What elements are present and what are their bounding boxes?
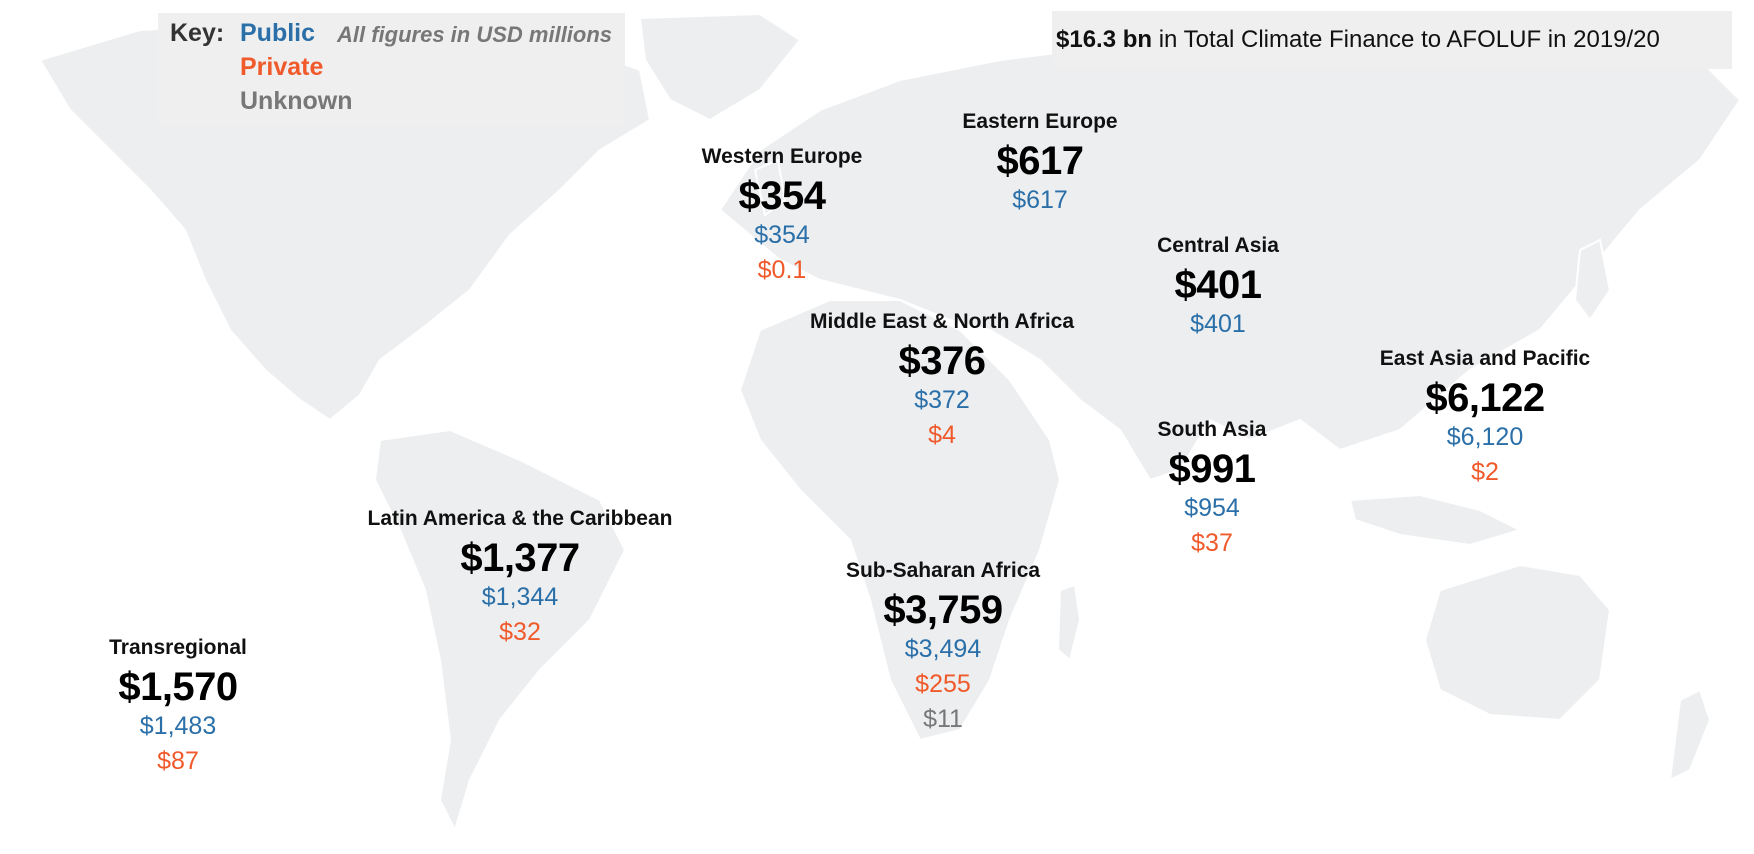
region-central-asia: Central Asia $401 $401	[1157, 229, 1279, 342]
australia-landmass	[1423, 563, 1612, 722]
legend-key-title: Key:	[170, 19, 225, 47]
region-name: Middle East & North Africa	[809, 310, 1075, 333]
region-public-value: $354	[754, 221, 810, 249]
africa-landmass	[738, 299, 1062, 742]
region-public-value: $6,120	[1446, 423, 1524, 451]
region-eastern-europe: Eastern Europe $617 $617	[962, 105, 1117, 218]
region-total: $1,570	[118, 665, 238, 709]
region-east-asia-pacific: East Asia and Pacific $6,122 $6,120 $2	[1380, 342, 1590, 490]
region-total: $401	[1174, 263, 1262, 307]
legend-key-box	[158, 13, 625, 126]
south-america-landmass	[373, 428, 627, 833]
region-total: $354	[738, 174, 826, 218]
total-summary-text: $16.3 bn in Total Climate Finance to AFO…	[1056, 26, 1660, 54]
total-description: in Total Climate Finance to AFOLUF in 20…	[1158, 26, 1660, 53]
region-private-value: $0.1	[757, 256, 807, 284]
region-total: $991	[1168, 447, 1256, 491]
region-private-value: $37	[1191, 529, 1233, 557]
region-public-value: $3,494	[904, 635, 982, 663]
region-name: Central Asia	[1157, 234, 1279, 257]
greenland-landmass	[638, 12, 802, 122]
region-latin-america-caribbean: Latin America & the Caribbean $1,377 $1,…	[368, 502, 673, 650]
madagascar-landmass	[1056, 583, 1082, 662]
region-private-value: $87	[157, 747, 199, 775]
region-name: South Asia	[1157, 418, 1267, 441]
region-total: $1,377	[460, 536, 580, 580]
region-total: $3,759	[883, 588, 1003, 632]
region-name: Eastern Europe	[962, 110, 1118, 133]
region-name: Latin America & the Caribbean	[367, 507, 673, 530]
region-private-value: $4	[928, 421, 956, 449]
total-summary-box	[1052, 11, 1732, 69]
region-public-value: $372	[914, 386, 970, 414]
japan-landmass	[1573, 238, 1612, 322]
region-total: $6,122	[1425, 376, 1545, 420]
region-private-value: $2	[1471, 458, 1499, 486]
region-name: East Asia and Pacific	[1379, 347, 1591, 370]
region-public-value: $1,344	[481, 583, 559, 611]
british-isles-landmass	[753, 158, 787, 217]
region-western-europe: Western Europe $354 $354 $0.1	[702, 140, 863, 288]
legend-units-note: All figures in USD millions	[337, 22, 613, 47]
region-transregional: Transregional $1,570 $1,483 $87	[109, 631, 247, 779]
region-name: Transregional	[109, 636, 247, 659]
region-middle-east-north-africa: Middle East & North Africa $376 $372 $4	[810, 305, 1074, 453]
region-private-value: $255	[915, 670, 971, 698]
region-total: $617	[996, 139, 1084, 183]
region-name: Sub-Saharan Africa	[845, 559, 1041, 582]
region-public-value: $954	[1184, 494, 1240, 522]
legend-unknown-label: Unknown	[240, 87, 353, 115]
region-public-value: $401	[1190, 310, 1246, 338]
southeast-asia-islands	[1348, 493, 1523, 547]
region-south-asia: South Asia $991 $954 $37	[1158, 413, 1267, 561]
new-zealand-landmass	[1668, 688, 1712, 782]
total-amount: $16.3 bn	[1056, 26, 1153, 53]
region-private-value: $32	[499, 618, 541, 646]
legend-public-label: Public	[240, 19, 316, 47]
region-name: Western Europe	[701, 145, 863, 168]
region-public-value: $1,483	[139, 712, 217, 740]
region-total: $376	[898, 339, 986, 383]
region-sub-saharan-africa: Sub-Saharan Africa $3,759 $3,494 $255 $1…	[846, 554, 1040, 737]
region-public-value: $617	[1012, 186, 1068, 214]
legend-private-label: Private	[240, 53, 324, 81]
region-unknown-value: $11	[923, 705, 963, 733]
